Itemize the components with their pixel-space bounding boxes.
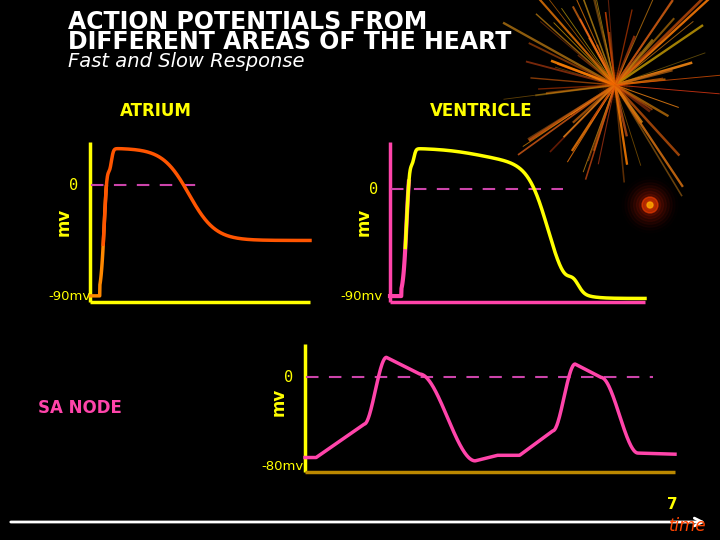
Text: ATRIUM: ATRIUM <box>120 102 192 120</box>
Circle shape <box>608 78 622 92</box>
Circle shape <box>648 203 652 207</box>
Circle shape <box>642 197 658 213</box>
Text: VENTRICLE: VENTRICLE <box>430 102 533 120</box>
Circle shape <box>603 73 627 97</box>
Circle shape <box>606 75 625 94</box>
Circle shape <box>611 80 620 90</box>
Circle shape <box>636 192 664 219</box>
Text: -80mv: -80mv <box>261 460 303 472</box>
Text: 0: 0 <box>69 178 78 193</box>
Text: SA NODE: SA NODE <box>38 399 122 417</box>
Circle shape <box>613 83 617 87</box>
Circle shape <box>634 188 667 221</box>
Text: ACTION POTENTIALS FROM: ACTION POTENTIALS FROM <box>68 10 427 34</box>
Circle shape <box>631 186 670 224</box>
Text: Fast and Slow Response: Fast and Slow Response <box>68 52 305 71</box>
Text: DIFFERENT AREAS OF THE HEART: DIFFERENT AREAS OF THE HEART <box>68 30 511 54</box>
Text: time: time <box>670 517 707 535</box>
Text: 7: 7 <box>667 497 678 512</box>
Text: mv: mv <box>55 208 73 236</box>
Text: -90mv: -90mv <box>340 289 382 302</box>
Circle shape <box>642 197 658 213</box>
Text: 0: 0 <box>369 182 378 197</box>
Text: mv: mv <box>270 388 288 416</box>
Circle shape <box>645 200 655 210</box>
Text: 0: 0 <box>284 370 293 385</box>
Circle shape <box>639 194 661 215</box>
Text: mv: mv <box>355 208 373 236</box>
Circle shape <box>647 202 653 208</box>
Text: -90mv: -90mv <box>48 289 90 302</box>
